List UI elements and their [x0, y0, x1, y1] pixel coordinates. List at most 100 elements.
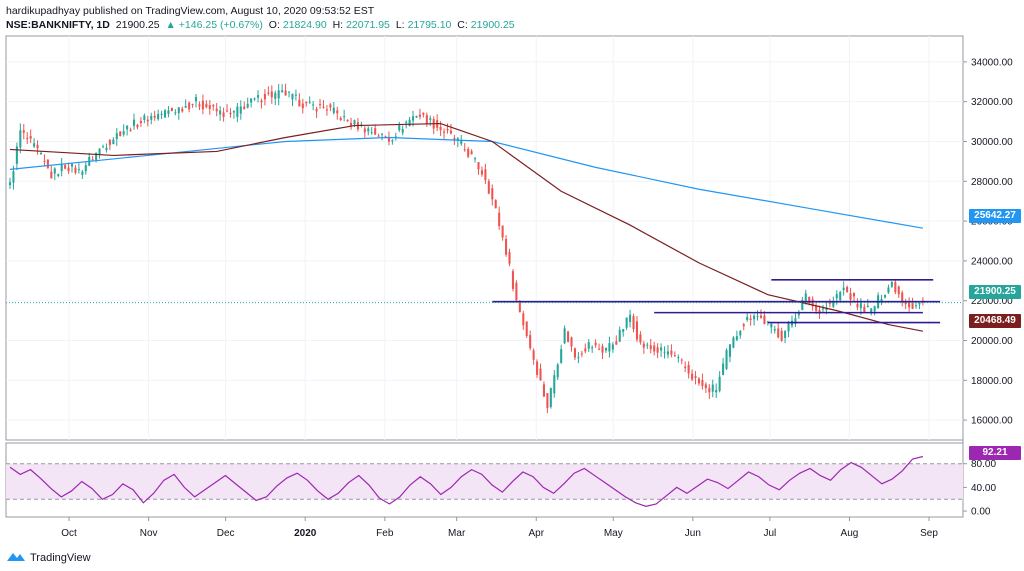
candle-body [518, 302, 521, 313]
candle-body [525, 321, 528, 336]
candle-body [828, 302, 831, 304]
ma-slow-price-tag: 25642.27 [969, 209, 1021, 223]
candle-body [546, 393, 549, 408]
candle-body [780, 330, 783, 341]
candle-body [36, 144, 39, 149]
candle-body [818, 309, 821, 314]
x-tick-label: Jul [763, 528, 776, 539]
y-tick-label: 22000.00 [971, 296, 1013, 307]
candle-body [256, 95, 260, 98]
candle-body [825, 307, 828, 311]
candle-body [897, 286, 900, 295]
candle-body [687, 364, 690, 374]
candle-body [129, 129, 132, 131]
candle-body [22, 130, 25, 133]
candle-body [773, 329, 776, 331]
candle-body [153, 115, 156, 118]
change-label: ▲ +146.25 (+0.67%) [165, 19, 263, 31]
candle-body [67, 167, 70, 172]
open-value: 21824.90 [282, 19, 327, 31]
candle-body [842, 287, 845, 291]
candle-body [735, 336, 738, 340]
candle-body [704, 384, 707, 389]
candle-body [298, 99, 301, 107]
candle-body [498, 212, 501, 227]
candle-body [656, 347, 659, 353]
candle-body [315, 108, 318, 112]
candle-body [408, 119, 411, 127]
x-tick-label: Apr [528, 528, 544, 539]
candle-body [522, 313, 525, 326]
candle-body [287, 91, 291, 93]
candle-body [708, 387, 711, 393]
candle-body [456, 138, 459, 141]
candle-body [64, 165, 67, 169]
candle-body [367, 128, 370, 132]
candle-body [325, 109, 328, 111]
chart-header: hardikupadhyay published on TradingView.… [6, 4, 518, 32]
candle-body [536, 361, 539, 375]
candle-body [126, 125, 129, 130]
candle-body [470, 151, 473, 155]
candle-body [105, 147, 108, 151]
candle-body [849, 293, 852, 300]
candle-body [777, 328, 780, 338]
candle-body [604, 348, 607, 351]
candle-body [170, 107, 173, 112]
candle-body [198, 104, 201, 107]
candle-body [666, 351, 670, 355]
candle-body [697, 378, 701, 384]
candle-body [225, 110, 229, 112]
candle-body [353, 120, 356, 125]
candle-body [794, 318, 797, 324]
rsi-y-tick-label: 0.00 [971, 507, 991, 518]
candle-body [646, 344, 649, 346]
candle-body [291, 93, 294, 100]
tradingview-footer[interactable]: TradingView [6, 550, 91, 565]
candle-body [863, 306, 866, 312]
candle-body [463, 149, 466, 151]
candle-body [449, 130, 452, 134]
candle-body [660, 347, 663, 351]
candle-body [177, 107, 180, 114]
candle-body [859, 303, 862, 309]
candle-body [684, 366, 687, 368]
candle-body [673, 355, 676, 357]
candle-body [477, 162, 480, 170]
candle-body [642, 343, 645, 348]
candle-body [529, 335, 532, 349]
candle-body [560, 349, 563, 363]
candle-body [229, 112, 232, 115]
candle-body [167, 110, 170, 115]
x-tick-label: Nov [140, 528, 158, 539]
candle-body [797, 312, 800, 316]
candle-body [501, 225, 504, 238]
candle-body [487, 181, 490, 194]
candle-body [91, 159, 94, 161]
candle-body [112, 139, 115, 145]
candle-body [74, 167, 77, 173]
candle-body [26, 137, 29, 139]
y-tick-label: 30000.00 [971, 137, 1013, 148]
candle-body [284, 90, 287, 96]
candle-body [391, 140, 394, 142]
candle-body [191, 104, 194, 106]
candle-body [84, 165, 87, 172]
y-tick-label: 24000.00 [971, 256, 1013, 267]
candle-body [208, 105, 211, 110]
candle-body [294, 94, 297, 96]
candle-body [184, 106, 187, 108]
candle-body [267, 92, 270, 94]
candle-body [914, 305, 918, 307]
candle-body [732, 337, 735, 348]
candle-body [394, 136, 397, 138]
candle-body [446, 129, 449, 131]
candle-body [580, 353, 583, 355]
candle-body [753, 315, 756, 320]
candle-body [766, 321, 769, 323]
rsi-line [9, 455, 924, 507]
candle-body [336, 110, 339, 114]
candle-body [639, 334, 642, 343]
close-label: C: [457, 19, 468, 31]
